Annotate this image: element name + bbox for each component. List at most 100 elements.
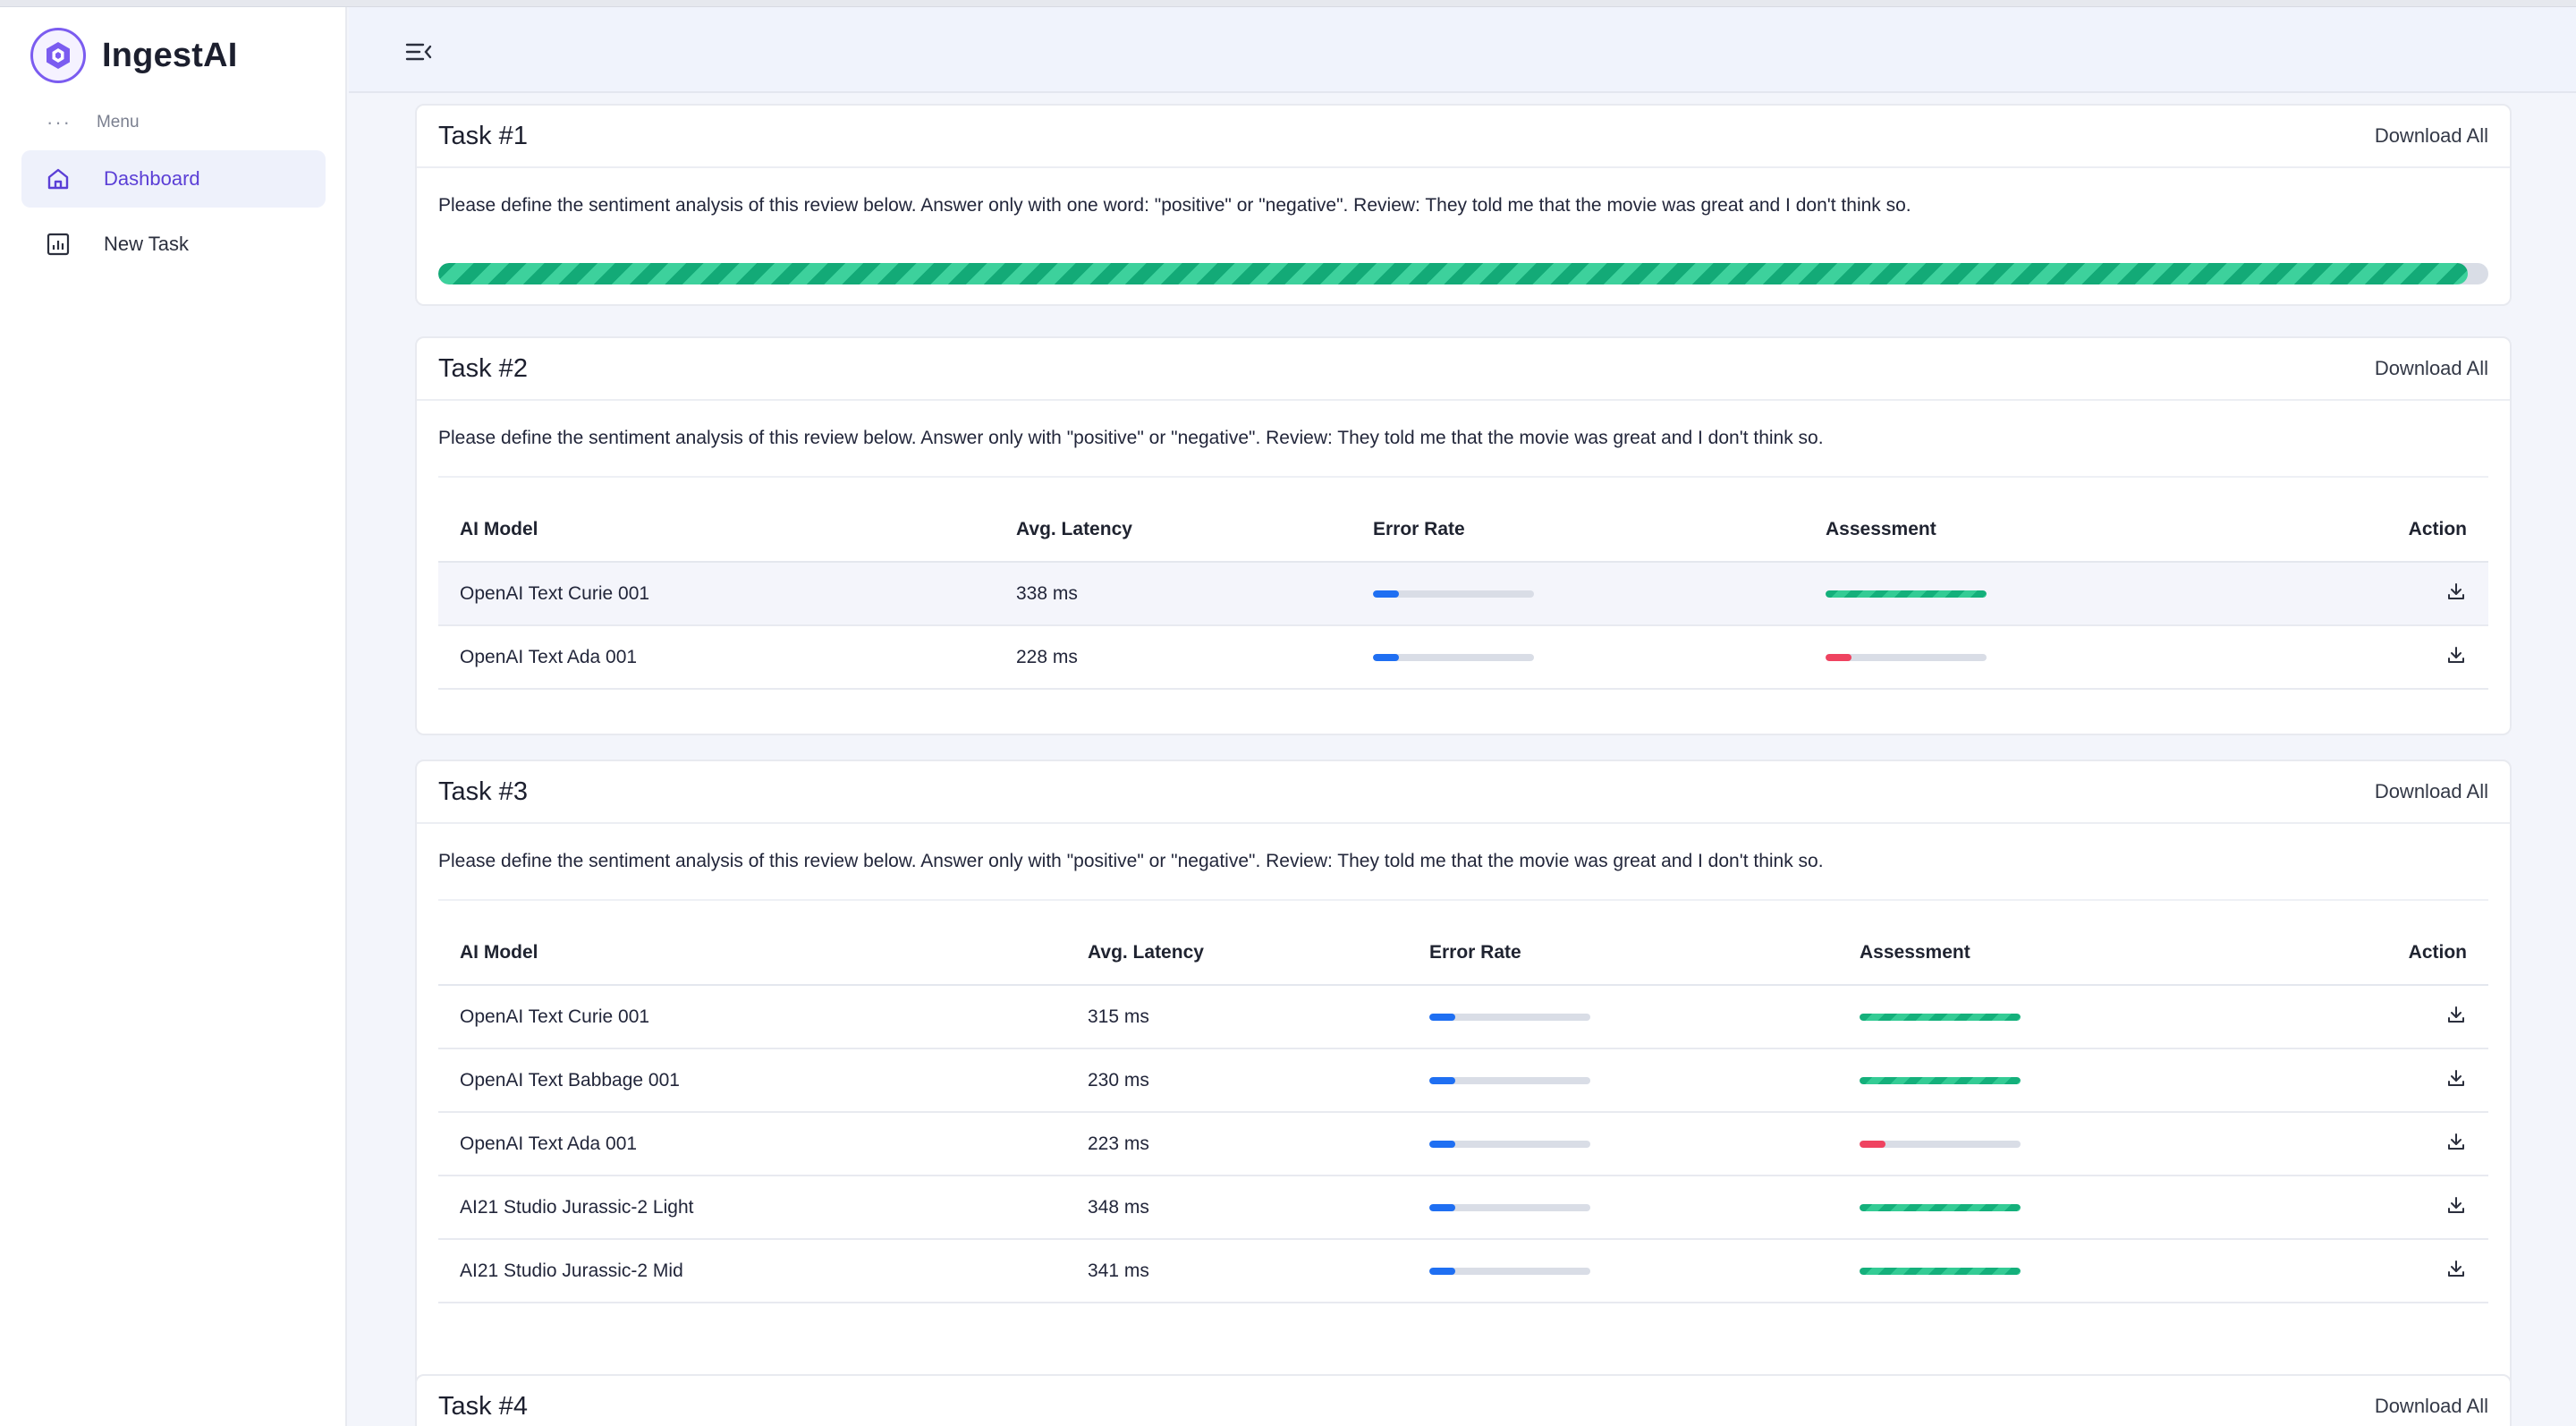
table-row[interactable]: OpenAI Text Curie 001 315 ms [438,985,2488,1049]
assessment-bar [1860,1013,2021,1021]
assessment-bar [1826,590,1987,598]
menu-caption-label: Menu [96,113,140,132]
download-all-button[interactable]: Download All [2374,124,2488,147]
task-title: Task #2 [438,353,528,383]
menu-collapse-icon[interactable] [402,36,435,68]
download-icon[interactable] [2445,1131,2467,1152]
column-header: Avg. Latency [1066,921,1408,986]
download-icon[interactable] [2445,1258,2467,1279]
sidebar-item-dashboard[interactable]: Dashboard [21,150,326,208]
sidebar-item-new-task[interactable]: New Task [21,216,326,273]
task-card: Task #4 Download All [415,1374,2512,1426]
column-header: Assessment [1804,497,2296,563]
assessment-cell [1838,1239,2296,1303]
table-row[interactable]: AI21 Studio Jurassic-2 Mid 341 ms [438,1239,2488,1303]
results-table: AI Model Avg. Latency Error Rate Assessm… [438,497,2488,690]
latency-value: 341 ms [1066,1239,1408,1303]
action-cell [2296,1239,2488,1303]
assessment-cell [1804,625,2296,690]
task-title: Task #4 [438,1391,528,1421]
download-icon[interactable] [2445,1067,2467,1089]
window-top-border [0,0,2576,7]
assessment-cell [1838,985,2296,1049]
column-header: Assessment [1838,921,2296,986]
error-rate-cell [1408,1112,1838,1176]
error-rate-fill [1429,1267,1455,1275]
model-name: AI21 Studio Jurassic-2 Mid [438,1239,1066,1303]
menu-caption: ··· Menu [47,111,140,134]
action-cell [2296,1048,2488,1113]
sidebar-item-label: Dashboard [104,167,200,190]
model-name: OpenAI Text Ada 001 [438,1112,1066,1176]
task-card: Task #2 Download All Please define the s… [415,336,2512,735]
task-progress-fill [438,263,2469,284]
latency-value: 338 ms [995,562,1352,626]
column-header: Action [2296,921,2488,986]
assessment-fill [1826,653,1852,661]
download-all-button[interactable]: Download All [2374,357,2488,379]
brand[interactable]: IngestAI [30,27,238,84]
download-icon[interactable] [2445,1194,2467,1216]
table-row[interactable]: OpenAI Text Curie 001 338 ms [438,562,2488,626]
assessment-fill [1860,1076,2021,1084]
error-rate-bar [1429,1013,1590,1021]
assessment-bar [1860,1076,2021,1084]
column-header: Error Rate [1408,921,1838,986]
error-rate-cell [1408,1239,1838,1303]
error-rate-bar [1429,1267,1590,1275]
error-rate-fill [1373,590,1399,598]
assessment-fill [1826,590,1987,598]
column-header: AI Model [438,497,995,563]
more-dots-icon: ··· [47,111,72,133]
model-name: OpenAI Text Curie 001 [438,985,1066,1049]
hexagon-logo-icon [30,28,86,83]
action-cell [2296,985,2488,1049]
download-icon[interactable] [2445,1004,2467,1025]
action-cell [2296,1176,2488,1240]
latency-value: 228 ms [995,625,1352,690]
error-rate-bar [1429,1203,1590,1211]
task-title: Task #1 [438,121,528,150]
assessment-cell [1804,562,2296,626]
task-title: Task #3 [438,777,528,806]
assessment-cell [1838,1112,2296,1176]
assessment-cell [1838,1176,2296,1240]
column-header: Avg. Latency [995,497,1352,563]
latency-value: 348 ms [1066,1176,1408,1240]
assessment-cell [1838,1048,2296,1113]
download-icon[interactable] [2445,581,2467,602]
column-header: AI Model [438,921,1066,986]
assessment-bar [1826,653,1987,661]
error-rate-fill [1429,1140,1455,1148]
column-header: Error Rate [1352,497,1804,563]
model-name: AI21 Studio Jurassic-2 Light [438,1176,1066,1240]
divider [438,899,2488,901]
table-row[interactable]: OpenAI Text Ada 001 228 ms [438,625,2488,690]
download-all-button[interactable]: Download All [2374,1395,2488,1417]
action-cell [2296,1112,2488,1176]
error-rate-cell [1408,1048,1838,1113]
table-row[interactable]: OpenAI Text Ada 001 223 ms [438,1112,2488,1176]
error-rate-cell [1352,562,1804,626]
table-row[interactable]: OpenAI Text Babbage 001 230 ms [438,1048,2488,1113]
assessment-fill [1860,1140,1885,1148]
task-card: Task #3 Download All Please define the s… [415,760,2512,1426]
error-rate-cell [1352,625,1804,690]
task-progress-bar [438,263,2488,284]
error-rate-cell [1408,985,1838,1049]
table-row[interactable]: AI21 Studio Jurassic-2 Light 348 ms [438,1176,2488,1240]
table-header-row: AI Model Avg. Latency Error Rate Assessm… [438,921,2488,986]
download-icon[interactable] [2445,644,2467,666]
column-header: Action [2296,497,2488,563]
chart-icon [43,229,73,259]
task-prompt: Please define the sentiment analysis of … [438,195,1911,216]
main-content[interactable]: Task #1 Download All Please define the s… [349,93,2576,1426]
top-header [349,7,2576,93]
download-all-button[interactable]: Download All [2374,780,2488,802]
error-rate-fill [1373,653,1399,661]
assessment-bar [1860,1267,2021,1275]
error-rate-fill [1429,1013,1455,1021]
task-card: Task #1 Download All Please define the s… [415,104,2512,306]
assessment-fill [1860,1013,2021,1021]
model-name: OpenAI Text Ada 001 [438,625,995,690]
